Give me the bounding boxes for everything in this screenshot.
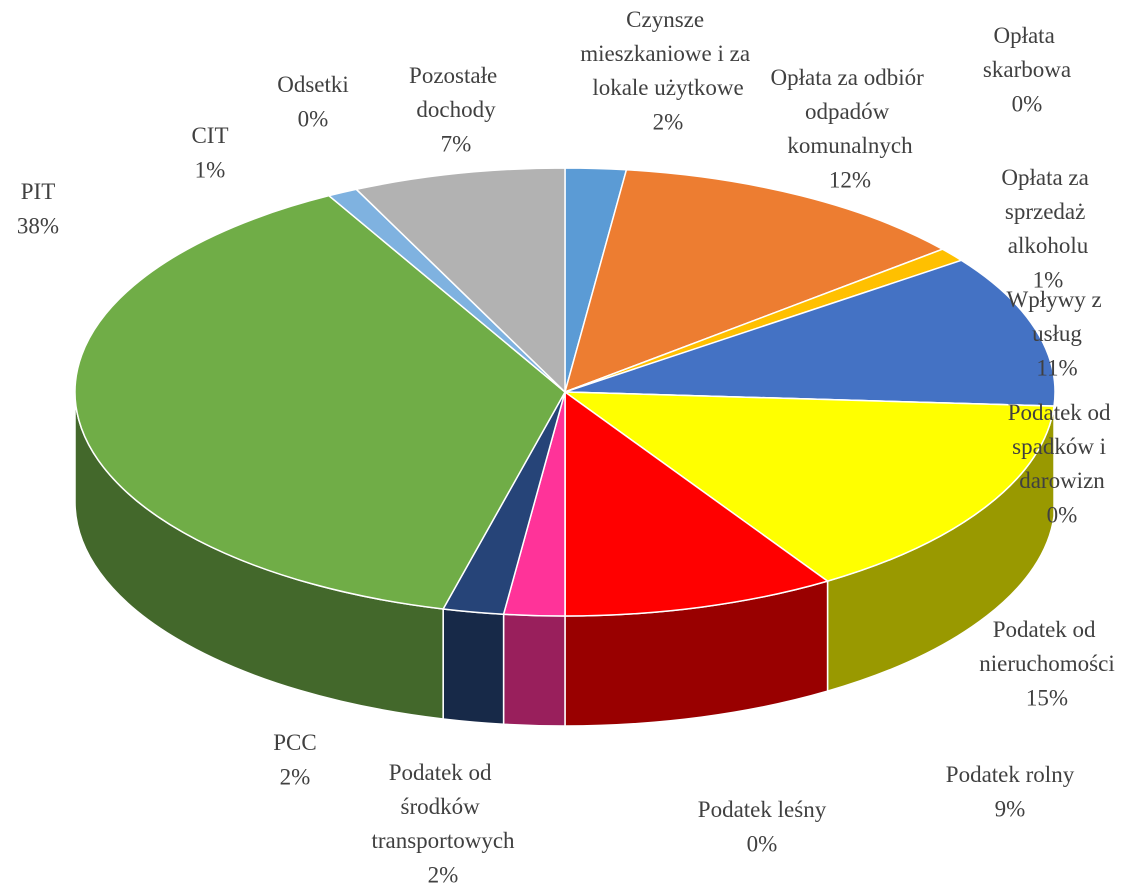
slice-label: Podatek rolny [946, 762, 1075, 787]
slice-value-label: 2% [280, 764, 311, 789]
slice-value-label: 15% [1026, 685, 1068, 710]
slice-label: Wpływy z usług [1007, 287, 1108, 346]
slice-value-label: 11% [1036, 355, 1077, 380]
slice-label: PCC [273, 730, 316, 755]
slice-label: Opłata za sprzedaż alkoholu [1001, 165, 1094, 258]
slice-value-label: 1% [195, 157, 226, 182]
slice-value-label: 0% [1047, 502, 1078, 527]
slice [564, 259, 1056, 407]
slice [563, 168, 945, 394]
slice-value-label: 12% [829, 167, 871, 192]
slice-side [442, 608, 505, 726]
slice-value-label: 38% [17, 213, 59, 238]
slice [562, 391, 1055, 582]
slice-label: Podatek od środków transportowych [371, 760, 515, 853]
slice-label: PIT [21, 179, 56, 204]
slice-label: Odsetki [277, 72, 349, 97]
slice-value-label: 7% [441, 131, 472, 156]
slice [74, 194, 566, 610]
slice-side [502, 613, 566, 727]
slice-label: Opłata za odbiór odpadów komunalnych [770, 65, 929, 158]
slice-value-label: 2% [428, 862, 459, 885]
slice-label: Pozostałe dochody [409, 63, 503, 122]
slice-label: Opłata skarbowa [983, 23, 1071, 82]
slice-value-label: 0% [298, 106, 329, 131]
slice-value-label: 2% [653, 109, 684, 134]
slice-label: Podatek od spadków i darowizn [1008, 400, 1117, 493]
slice [564, 390, 830, 617]
slice-value-label: 9% [995, 796, 1026, 821]
slice-value-label: 0% [747, 831, 778, 856]
slice-label: CIT [191, 123, 228, 148]
slice-value-label: 1% [1033, 267, 1064, 292]
slice-label: Podatek od nieruchomości [979, 617, 1114, 676]
slice-value-label: 0% [1012, 91, 1043, 116]
slice-label: Podatek leśny [698, 797, 827, 822]
slice-label: Czynsze mieszkaniowe i za lokale użytkow… [580, 7, 756, 100]
slice [354, 167, 566, 394]
